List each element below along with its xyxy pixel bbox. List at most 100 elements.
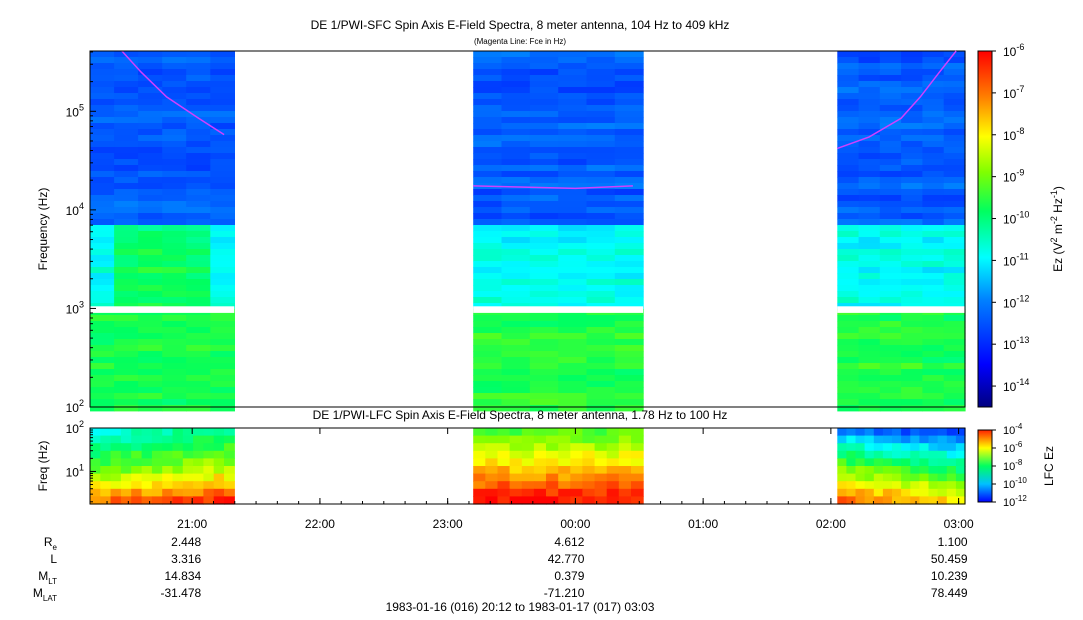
- lfc-cell: [955, 466, 966, 475]
- lfc-cell: [901, 450, 911, 459]
- lfc-cell: [193, 458, 204, 467]
- sfc-cell: [90, 111, 115, 118]
- sfc-cell: [858, 51, 881, 58]
- lfc-cell: [882, 428, 893, 437]
- sfc-cell: [162, 303, 187, 310]
- lfc-cell: [855, 488, 866, 497]
- sfc-cell: [90, 369, 115, 376]
- sfc-cell: [473, 303, 503, 310]
- sfc-cell: [943, 237, 966, 244]
- lfc-cell: [162, 488, 174, 497]
- sfc-ytick-label: 104: [66, 201, 84, 218]
- lfc-cell: [901, 496, 911, 505]
- sfc-cell: [501, 177, 531, 184]
- sfc-cell: [162, 339, 187, 346]
- sfc-cell: [879, 243, 902, 250]
- sfc-cell: [501, 195, 531, 202]
- sfc-cell: [858, 87, 881, 94]
- sfc-cell: [186, 333, 211, 340]
- lfc-cell: [955, 443, 966, 452]
- sfc-cell: [186, 291, 211, 298]
- lfc-cell: [521, 443, 535, 452]
- sfc-cell: [922, 57, 945, 64]
- sfc-cell: [922, 267, 945, 274]
- sfc-cell: [501, 297, 531, 304]
- sfc-cell: [529, 159, 559, 166]
- sfc-cell: [501, 201, 531, 208]
- sfc-cell: [529, 81, 559, 88]
- sfc-cell: [858, 303, 881, 310]
- x-tick-label: 00:00: [560, 517, 590, 531]
- sfc-cell: [922, 351, 945, 358]
- lfc-cell: [946, 473, 957, 482]
- sfc-cell: [162, 159, 187, 166]
- lfc-cell: [533, 473, 547, 482]
- sfc-cell: [138, 303, 163, 310]
- sfc-cell: [138, 399, 163, 406]
- lfc-cell: [864, 450, 875, 459]
- lfc-cell: [910, 481, 920, 490]
- sfc-cell: [614, 339, 644, 346]
- lfc-cell: [182, 488, 194, 497]
- sfc-cell: [879, 69, 902, 76]
- sfc-cell: [529, 315, 559, 322]
- lfc-cell: [873, 428, 884, 437]
- lfc-cell: [892, 458, 902, 467]
- sfc-cell: [114, 195, 139, 202]
- sfc-cell: [138, 315, 163, 322]
- lfc-cell: [131, 435, 143, 444]
- sfc-cell: [922, 63, 945, 70]
- lfc-ylabel: Freq (Hz): [36, 441, 50, 492]
- lfc-cell: [955, 473, 966, 482]
- lfc-cell: [937, 496, 948, 505]
- lfc-cell: [855, 481, 866, 490]
- sfc-cell: [162, 57, 187, 64]
- lfc-cell: [937, 466, 948, 475]
- lfc-cell: [193, 450, 204, 459]
- sfc-cell: [210, 99, 235, 106]
- x-tick-label: 21:00: [177, 517, 207, 531]
- lfc-cell: [864, 443, 875, 452]
- sfc-cell: [614, 123, 644, 130]
- lfc-cell: [594, 428, 608, 437]
- sfc-cell: [501, 399, 531, 406]
- sfc-cell: [922, 249, 945, 256]
- sfc-cell: [186, 183, 211, 190]
- lfc-cell: [90, 481, 101, 490]
- sfc-cell: [558, 393, 588, 400]
- time-range: 1983-01-16 (016) 20:12 to 1983-01-17 (01…: [386, 600, 655, 614]
- lfc-cell: [90, 488, 101, 497]
- sfc-cell: [943, 201, 966, 208]
- sfc-cell: [943, 387, 966, 394]
- lfc-cell: [151, 473, 163, 482]
- sfc-cell: [586, 327, 616, 334]
- sfc-cell: [529, 393, 559, 400]
- sfc-cell: [162, 105, 187, 112]
- sfc-cell: [138, 117, 163, 124]
- sfc-cell: [138, 249, 163, 256]
- sfc-cell: [114, 99, 139, 106]
- sfc-cell: [586, 315, 616, 322]
- lfc-cell: [937, 458, 948, 467]
- lfc-cell: [606, 450, 620, 459]
- lfc-cell: [141, 481, 153, 490]
- sfc-cell: [922, 225, 945, 232]
- sfc-cell: [186, 357, 211, 364]
- sfc-cell: [501, 387, 531, 394]
- sfc-cell: [558, 279, 588, 286]
- lfc-cell: [172, 428, 184, 437]
- sfc-cell: [90, 399, 115, 406]
- lfc-cell: [873, 435, 884, 444]
- sfc-cell: [614, 369, 644, 376]
- sfc-cell: [114, 267, 139, 274]
- sfc-cell: [162, 141, 187, 148]
- lfc-cell: [901, 488, 911, 497]
- sfc-cell: [210, 375, 235, 382]
- sfc-cell: [922, 333, 945, 340]
- lfc-cell: [120, 435, 132, 444]
- lfc-cell: [497, 428, 511, 437]
- sfc-cell: [901, 63, 923, 70]
- sfc-cell: [90, 249, 115, 256]
- lfc-cell: [497, 443, 511, 452]
